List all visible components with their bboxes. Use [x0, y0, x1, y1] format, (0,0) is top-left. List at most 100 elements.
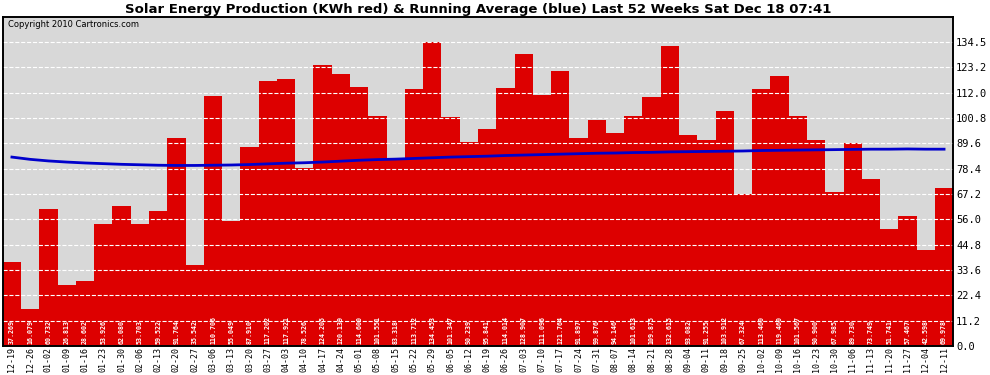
Text: 69.978: 69.978	[941, 320, 947, 344]
Bar	[131, 225, 149, 346]
Bar	[405, 89, 423, 346]
Bar	[588, 120, 606, 346]
Bar	[606, 133, 625, 346]
Text: 111.096: 111.096	[539, 316, 545, 344]
Text: 101.567: 101.567	[795, 316, 801, 344]
Bar	[368, 116, 387, 346]
Text: 91.897: 91.897	[575, 320, 581, 344]
Text: 90.900: 90.900	[813, 320, 819, 344]
Bar	[3, 262, 21, 346]
Text: 99.876: 99.876	[594, 320, 600, 344]
Text: 42.598: 42.598	[923, 320, 929, 344]
Text: 114.014: 114.014	[502, 316, 509, 344]
Text: 53.926: 53.926	[100, 320, 106, 344]
Text: 87.910: 87.910	[247, 320, 252, 344]
Bar	[423, 42, 442, 346]
Text: 114.600: 114.600	[356, 316, 362, 344]
Text: 57.467: 57.467	[905, 320, 911, 344]
Bar	[332, 74, 350, 346]
Bar	[496, 88, 515, 346]
Text: 51.741: 51.741	[886, 320, 892, 344]
Bar	[569, 138, 588, 346]
Text: 90.239: 90.239	[466, 320, 472, 344]
Bar	[204, 96, 222, 346]
Bar	[277, 79, 295, 346]
Text: 78.526: 78.526	[301, 320, 307, 344]
Bar	[222, 221, 241, 346]
Text: 94.146: 94.146	[612, 320, 618, 344]
Bar	[57, 285, 76, 346]
Text: 113.460: 113.460	[758, 316, 764, 344]
Bar	[533, 95, 551, 346]
Bar	[551, 70, 569, 346]
Bar	[167, 138, 185, 346]
Bar	[752, 89, 770, 346]
Text: 132.615: 132.615	[667, 316, 673, 344]
Text: 120.139: 120.139	[338, 316, 344, 344]
Text: 91.764: 91.764	[173, 320, 179, 344]
Text: 134.453: 134.453	[430, 316, 436, 344]
Bar	[862, 179, 880, 346]
Text: 37.269: 37.269	[9, 320, 15, 344]
Bar	[843, 143, 862, 346]
Bar	[387, 158, 405, 346]
Bar	[113, 206, 131, 346]
Bar	[679, 135, 697, 346]
Text: 93.082: 93.082	[685, 320, 691, 344]
Bar	[76, 281, 94, 346]
Text: 103.912: 103.912	[722, 316, 728, 344]
Bar	[459, 142, 478, 346]
Text: 113.712: 113.712	[411, 316, 417, 344]
Text: 28.602: 28.602	[82, 320, 88, 344]
Text: 101.551: 101.551	[374, 316, 380, 344]
Bar	[478, 129, 496, 346]
Bar	[21, 309, 40, 346]
Bar	[185, 266, 204, 346]
Text: 62.080: 62.080	[119, 320, 125, 344]
Text: 117.202: 117.202	[264, 316, 271, 344]
Bar	[643, 98, 660, 346]
Bar	[826, 192, 843, 346]
Bar	[807, 140, 826, 346]
Bar	[350, 87, 368, 346]
Text: 59.522: 59.522	[155, 320, 161, 344]
Text: 67.985: 67.985	[832, 320, 838, 344]
Bar	[295, 168, 314, 346]
Bar	[734, 194, 752, 346]
Bar	[898, 216, 917, 346]
Text: 26.813: 26.813	[63, 320, 69, 344]
Text: 35.542: 35.542	[192, 320, 198, 344]
Bar	[94, 224, 113, 346]
Text: 117.921: 117.921	[283, 316, 289, 344]
Text: 110.706: 110.706	[210, 316, 216, 344]
Bar	[880, 229, 898, 346]
Text: 128.907: 128.907	[521, 316, 527, 344]
Text: 109.875: 109.875	[648, 316, 654, 344]
Bar	[935, 188, 953, 346]
Bar	[770, 76, 789, 346]
Text: 121.764: 121.764	[557, 316, 563, 344]
Bar	[442, 117, 459, 346]
Bar	[716, 111, 734, 346]
Bar	[258, 81, 277, 346]
Text: 60.732: 60.732	[46, 320, 51, 344]
Text: 83.318: 83.318	[393, 320, 399, 344]
Text: 55.049: 55.049	[229, 320, 235, 344]
Bar	[789, 116, 807, 346]
Bar	[241, 147, 258, 346]
Bar	[314, 65, 332, 346]
Bar	[917, 249, 935, 346]
Bar	[660, 46, 679, 346]
Text: Copyright 2010 Cartronics.com: Copyright 2010 Cartronics.com	[8, 20, 139, 29]
Bar	[149, 211, 167, 346]
Bar	[515, 54, 533, 346]
Bar	[40, 209, 57, 346]
Bar	[625, 116, 643, 346]
Text: 101.347: 101.347	[447, 316, 453, 344]
Text: 91.255: 91.255	[704, 320, 710, 344]
Text: 119.460: 119.460	[776, 316, 782, 344]
Bar	[697, 140, 716, 346]
Title: Solar Energy Production (KWh red) & Running Average (blue) Last 52 Weeks Sat Dec: Solar Energy Production (KWh red) & Runn…	[125, 3, 832, 16]
Text: 101.613: 101.613	[631, 316, 637, 344]
Text: 16.079: 16.079	[27, 320, 34, 344]
